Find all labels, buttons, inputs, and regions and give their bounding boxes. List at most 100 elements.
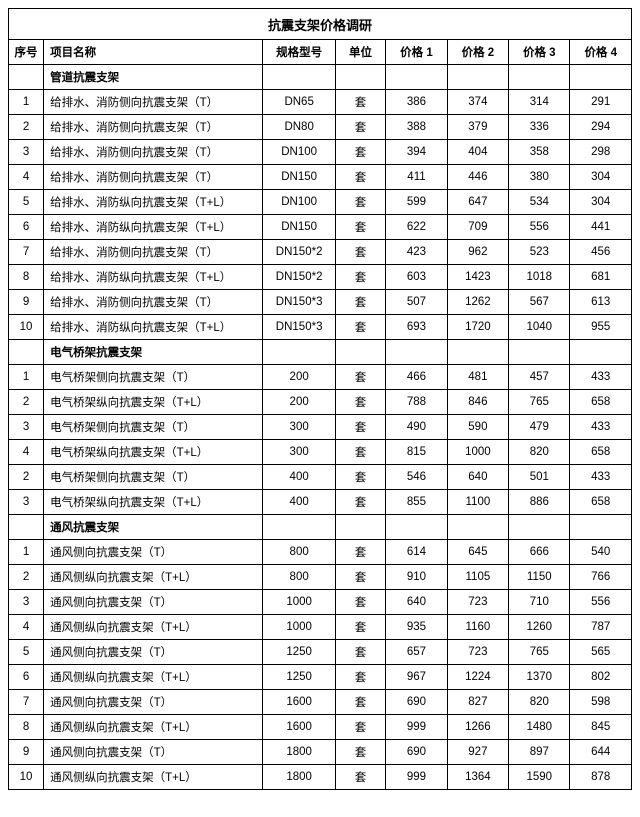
col-spec-header: 规格型号 xyxy=(263,40,335,65)
cell-p2: 1224 xyxy=(447,665,508,690)
cell-seq: 4 xyxy=(9,615,44,640)
cell-p1: 690 xyxy=(386,740,447,765)
cell-p1: 466 xyxy=(386,365,447,390)
cell-spec: DN150 xyxy=(263,215,335,240)
table-row: 2给排水、消防侧向抗震支架（T）DN80套388379336294 xyxy=(9,115,632,140)
cell-seq: 3 xyxy=(9,415,44,440)
cell-p3: 1590 xyxy=(509,765,570,790)
section-heading-row: 通风抗震支架 xyxy=(9,515,632,540)
cell-spec: 1250 xyxy=(263,665,335,690)
empty-cell xyxy=(335,515,385,540)
cell-seq: 3 xyxy=(9,490,44,515)
cell-spec: 1800 xyxy=(263,740,335,765)
cell-spec: DN150*3 xyxy=(263,315,335,340)
table-row: 1通风侧向抗震支架（T）800套614645666540 xyxy=(9,540,632,565)
cell-p1: 815 xyxy=(386,440,447,465)
cell-p1: 546 xyxy=(386,465,447,490)
cell-p4: 802 xyxy=(570,665,632,690)
col-name-header: 项目名称 xyxy=(44,40,263,65)
cell-name: 通风侧向抗震支架（T） xyxy=(44,590,263,615)
cell-name: 给排水、消防侧向抗震支架（T） xyxy=(44,115,263,140)
cell-p4: 433 xyxy=(570,365,632,390)
cell-p1: 640 xyxy=(386,590,447,615)
cell-seq: 9 xyxy=(9,290,44,315)
cell-p1: 910 xyxy=(386,565,447,590)
col-p1-header: 价格 1 xyxy=(386,40,447,65)
cell-p1: 935 xyxy=(386,615,447,640)
empty-cell xyxy=(570,340,632,365)
cell-spec: DN150*2 xyxy=(263,240,335,265)
cell-seq: 6 xyxy=(9,665,44,690)
cell-name: 电气桥架纵向抗震支架（T+L） xyxy=(44,390,263,415)
cell-p4: 658 xyxy=(570,490,632,515)
cell-unit: 套 xyxy=(335,615,385,640)
table-row: 5通风侧向抗震支架（T）1250套657723765565 xyxy=(9,640,632,665)
table-row: 5给排水、消防纵向抗震支架（T+L）DN100套599647534304 xyxy=(9,190,632,215)
cell-spec: 1000 xyxy=(263,615,335,640)
cell-unit: 套 xyxy=(335,590,385,615)
empty-cell xyxy=(386,65,447,90)
table-row: 9给排水、消防侧向抗震支架（T）DN150*3套5071262567613 xyxy=(9,290,632,315)
cell-unit: 套 xyxy=(335,690,385,715)
cell-spec: DN150 xyxy=(263,165,335,190)
cell-unit: 套 xyxy=(335,390,385,415)
table-row: 4通风侧纵向抗震支架（T+L）1000套93511601260787 xyxy=(9,615,632,640)
empty-cell xyxy=(386,340,447,365)
cell-p4: 540 xyxy=(570,540,632,565)
cell-unit: 套 xyxy=(335,365,385,390)
cell-seq: 4 xyxy=(9,165,44,190)
cell-p4: 565 xyxy=(570,640,632,665)
empty-cell xyxy=(447,340,508,365)
cell-p1: 388 xyxy=(386,115,447,140)
col-unit-header: 单位 xyxy=(335,40,385,65)
cell-p1: 599 xyxy=(386,190,447,215)
cell-spec: 300 xyxy=(263,415,335,440)
cell-unit: 套 xyxy=(335,490,385,515)
cell-p2: 404 xyxy=(447,140,508,165)
cell-spec: 200 xyxy=(263,365,335,390)
cell-spec: 1250 xyxy=(263,640,335,665)
cell-seq: 7 xyxy=(9,240,44,265)
cell-p1: 423 xyxy=(386,240,447,265)
cell-spec: 400 xyxy=(263,490,335,515)
cell-p2: 709 xyxy=(447,215,508,240)
cell-p3: 820 xyxy=(509,690,570,715)
section-heading: 通风抗震支架 xyxy=(44,515,263,540)
table-row: 10通风侧纵向抗震支架（T+L）1800套99913641590878 xyxy=(9,765,632,790)
table-row: 3电气桥架纵向抗震支架（T+L）400套8551100886658 xyxy=(9,490,632,515)
cell-seq: 3 xyxy=(9,590,44,615)
cell-spec: 1800 xyxy=(263,765,335,790)
cell-p4: 304 xyxy=(570,165,632,190)
cell-p1: 999 xyxy=(386,765,447,790)
cell-p4: 766 xyxy=(570,565,632,590)
cell-p1: 657 xyxy=(386,640,447,665)
cell-p1: 411 xyxy=(386,165,447,190)
cell-p2: 590 xyxy=(447,415,508,440)
cell-seq: 2 xyxy=(9,565,44,590)
cell-seq: 5 xyxy=(9,190,44,215)
cell-seq: 10 xyxy=(9,315,44,340)
cell-seq: 2 xyxy=(9,465,44,490)
cell-name: 给排水、消防纵向抗震支架（T+L） xyxy=(44,190,263,215)
cell-p3: 534 xyxy=(509,190,570,215)
cell-p4: 644 xyxy=(570,740,632,765)
cell-seq: 2 xyxy=(9,115,44,140)
cell-p4: 294 xyxy=(570,115,632,140)
cell-p4: 441 xyxy=(570,215,632,240)
cell-p3: 1480 xyxy=(509,715,570,740)
empty-cell xyxy=(386,515,447,540)
cell-p3: 886 xyxy=(509,490,570,515)
cell-p1: 386 xyxy=(386,90,447,115)
section-heading-row: 电气桥架抗震支架 xyxy=(9,340,632,365)
cell-unit: 套 xyxy=(335,715,385,740)
cell-unit: 套 xyxy=(335,440,385,465)
cell-unit: 套 xyxy=(335,540,385,565)
cell-name: 通风侧向抗震支架（T） xyxy=(44,740,263,765)
cell-unit: 套 xyxy=(335,115,385,140)
cell-p4: 613 xyxy=(570,290,632,315)
cell-p3: 666 xyxy=(509,540,570,565)
cell-p3: 897 xyxy=(509,740,570,765)
cell-seq: 10 xyxy=(9,765,44,790)
cell-p2: 645 xyxy=(447,540,508,565)
title-row: 抗震支架价格调研 xyxy=(9,9,632,40)
